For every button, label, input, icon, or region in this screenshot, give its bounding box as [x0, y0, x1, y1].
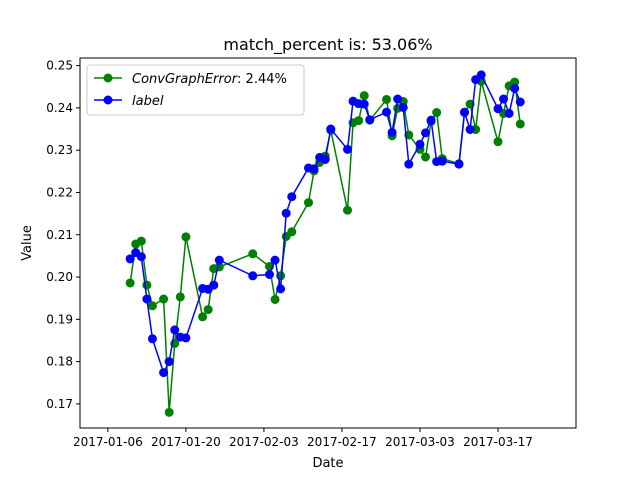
- data-point-ConvGraphError: [354, 116, 364, 126]
- data-point-ConvGraphError: [248, 249, 258, 259]
- data-point-label: [499, 94, 509, 104]
- y-tick-label: 0.18: [46, 355, 73, 369]
- legend: ConvGraphError: 2.44% label: [86, 64, 305, 116]
- data-point-ConvGraphError: [125, 278, 135, 288]
- legend-marker-label: [103, 95, 113, 105]
- data-point-label: [359, 99, 369, 109]
- x-tick-label: 2017-01-20: [151, 435, 221, 449]
- y-tick-label: 0.20: [46, 270, 73, 284]
- data-point-label: [281, 208, 291, 218]
- data-point-ConvGraphError: [175, 292, 185, 302]
- data-point-label: [404, 159, 414, 169]
- data-point-ConvGraphError: [136, 236, 146, 246]
- data-point-ConvGraphError: [203, 305, 213, 315]
- data-point-ConvGraphError: [432, 108, 442, 118]
- data-point-ConvGraphError: [270, 294, 280, 304]
- data-point-label: [365, 115, 375, 125]
- data-point-label: [426, 115, 436, 125]
- data-point-label: [125, 254, 135, 264]
- data-point-label: [276, 284, 286, 294]
- data-point-label: [515, 97, 525, 107]
- x-tick-label: 2017-02-17: [307, 435, 377, 449]
- legend-series-name: label: [132, 94, 164, 109]
- data-point-label: [504, 108, 514, 118]
- data-point-label: [382, 107, 392, 117]
- legend-label-label: label: [132, 94, 164, 109]
- data-point-ConvGraphError: [515, 119, 525, 129]
- x-axis-label: Date: [312, 456, 343, 471]
- data-point-ConvGraphError: [198, 312, 208, 322]
- data-point-label: [421, 128, 431, 138]
- y-tick-label: 0.21: [46, 228, 73, 242]
- data-point-ConvGraphError: [493, 137, 503, 147]
- data-point-label: [326, 124, 336, 134]
- legend-series-value: : 2.44%: [237, 72, 287, 87]
- data-point-label: [248, 271, 258, 281]
- data-point-ConvGraphError: [303, 198, 313, 208]
- data-point-label: [214, 255, 224, 265]
- y-tick-label: 0.23: [46, 143, 73, 157]
- data-point-label: [387, 127, 397, 137]
- data-point-ConvGraphError: [147, 301, 157, 311]
- y-tick-label: 0.24: [46, 101, 73, 115]
- data-point-label: [465, 124, 475, 134]
- data-point-ConvGraphError: [421, 152, 431, 162]
- x-axis: 2017-01-06 2017-01-20 2017-02-03 2017-02-17…: [73, 428, 533, 449]
- data-point-label: [393, 94, 403, 104]
- data-point-label: [460, 107, 470, 117]
- data-point-label: [264, 270, 274, 280]
- data-point-label: [493, 104, 503, 114]
- series-layer: [125, 70, 525, 417]
- data-point-label: [320, 154, 330, 164]
- y-tick-label: 0.19: [46, 312, 73, 326]
- data-point-ConvGraphError: [382, 94, 392, 104]
- data-point-label: [476, 70, 486, 80]
- data-point-ConvGraphError: [359, 91, 369, 101]
- data-point-label: [170, 325, 180, 335]
- legend-series-name: ConvGraphError: [132, 72, 239, 87]
- axes-frame: [79, 57, 577, 429]
- data-point-label: [164, 357, 174, 367]
- y-tick-label: 0.17: [46, 397, 73, 411]
- legend-label-ConvGraphError: ConvGraphError: 2.44%: [132, 72, 287, 87]
- x-tick-label: 2017-02-03: [229, 435, 299, 449]
- data-point-label: [287, 192, 297, 202]
- data-point-label: [454, 159, 464, 169]
- data-point-label: [147, 334, 157, 344]
- data-point-label: [181, 333, 191, 343]
- data-point-label: [209, 280, 219, 290]
- y-tick-label: 0.25: [46, 59, 73, 73]
- data-point-ConvGraphError: [343, 205, 353, 215]
- legend-box: [86, 64, 305, 116]
- x-tick-label: 2017-01-06: [73, 435, 143, 449]
- x-tick-label: 2017-03-17: [463, 435, 533, 449]
- y-axis: 0.17 0.18 0.19 0.20 0.21 0.22 0.23 0.24 0.25: [46, 59, 80, 411]
- data-point-label: [159, 368, 169, 378]
- y-axis-label: Value: [20, 225, 35, 261]
- data-point-label: [270, 255, 280, 265]
- data-point-label: [142, 294, 152, 304]
- data-point-label: [398, 102, 408, 112]
- data-point-label: [309, 164, 319, 174]
- data-point-label: [136, 252, 146, 262]
- data-point-ConvGraphError: [159, 294, 169, 304]
- data-point-ConvGraphError: [287, 227, 297, 237]
- data-point-label: [343, 144, 353, 154]
- data-point-ConvGraphError: [181, 232, 191, 242]
- x-tick-label: 2017-03-03: [385, 435, 455, 449]
- y-tick-label: 0.22: [46, 185, 73, 199]
- chart-title: match_percent is: 53.06%: [223, 35, 432, 55]
- data-point-label: [510, 83, 520, 93]
- data-point-label: [415, 139, 425, 149]
- data-point-ConvGraphError: [164, 407, 174, 417]
- data-point-label: [437, 156, 447, 166]
- legend-marker-ConvGraphError: [103, 73, 113, 83]
